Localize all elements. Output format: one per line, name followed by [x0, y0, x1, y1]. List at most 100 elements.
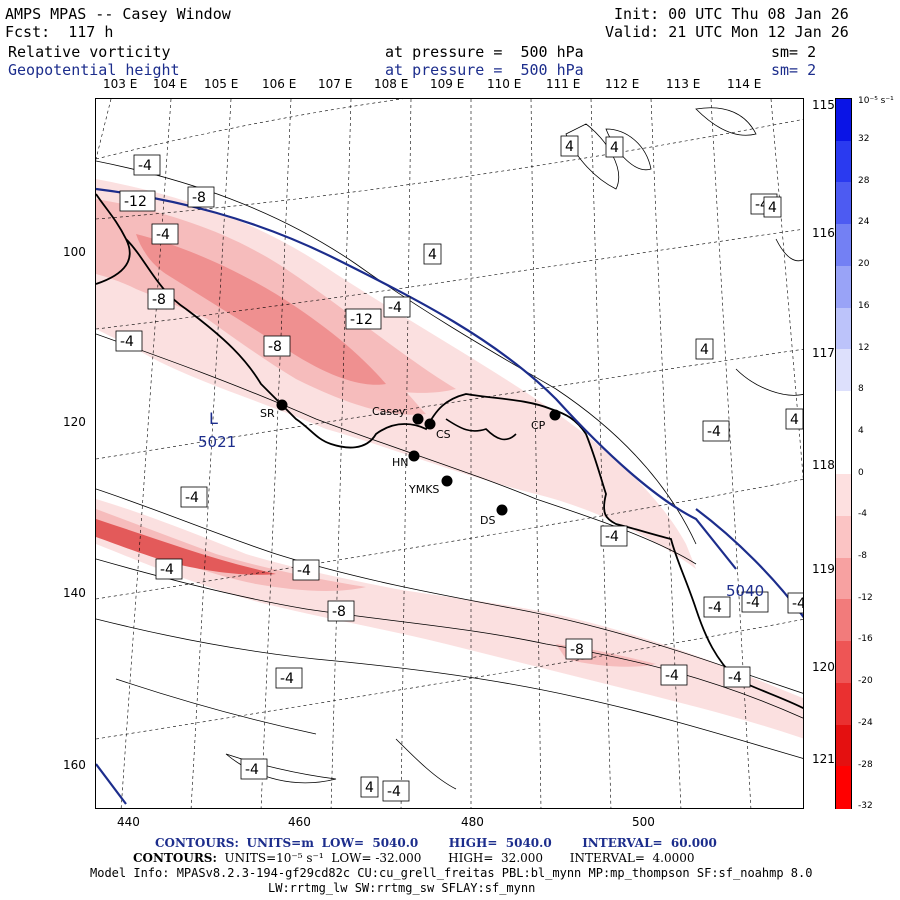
- station-ymks: YMKS: [408, 475, 453, 496]
- svg-text:-4: -4: [156, 227, 170, 243]
- colorbar-segment-1: [836, 140, 851, 184]
- contour-label-22: -4: [703, 596, 731, 618]
- lon-label-2: 105 E: [204, 77, 239, 91]
- colorbar-segment-2: [836, 182, 851, 226]
- colorbar-segment-9: [836, 474, 851, 518]
- shade-darker-lower: [96, 519, 276, 575]
- map-svg: -4 -8 -12 -4 -8 -12 -8 -4 -4 -4 -4 4 4 4 4 -4 4 4 -4 -4 -8 -4…: [96, 99, 804, 808]
- colorbar-label-8: 0: [858, 467, 864, 478]
- colorbar-label-12: -16: [858, 634, 873, 645]
- svg-text:Casey: Casey: [372, 405, 406, 418]
- svg-text:-4: -4: [605, 529, 619, 545]
- contour-label-14: 4: [695, 338, 714, 360]
- colorbar-label-16: -32: [858, 801, 873, 812]
- contour-label-16: 4: [763, 196, 782, 218]
- contour-label-13: 4: [560, 135, 579, 157]
- colorbar: [835, 98, 852, 809]
- colorbar-label-2: 24: [858, 217, 870, 228]
- forecast-hour: Fcst: 117 h: [5, 23, 114, 41]
- svg-text:-4: -4: [387, 784, 401, 800]
- contour-label-24: -4: [660, 664, 688, 686]
- low-value: 5021: [198, 433, 236, 451]
- svg-text:-4: -4: [708, 600, 722, 616]
- colorbar-segment-15: [836, 724, 851, 768]
- height-value-label: 5040: [726, 582, 764, 600]
- colorbar-segment-4: [836, 265, 851, 309]
- field1-level: at pressure = 500 hPa: [385, 43, 584, 61]
- colorbar-segment-16: [836, 766, 851, 809]
- init-time: Init: 00 UTC Thu 08 Jan 26: [614, 5, 849, 23]
- svg-text:4: 4: [565, 139, 574, 155]
- svg-text:-4: -4: [138, 158, 152, 174]
- contour-label-18: -4: [702, 420, 730, 442]
- colorbar-segment-11: [836, 557, 851, 601]
- lon-label-5: 108 E: [374, 77, 409, 91]
- svg-text:-4: -4: [120, 334, 134, 350]
- lon-label-11: 114 E: [727, 77, 762, 91]
- svg-text:YMKS: YMKS: [408, 483, 439, 496]
- vorticity-shading: [96, 179, 803, 739]
- contour-label-20: -8: [327, 600, 355, 622]
- contour-label-6: -8: [263, 335, 291, 357]
- colorbar-segment-14: [836, 682, 851, 726]
- stations: SR Casey CS HN YMKS DS CP: [260, 399, 561, 527]
- coastline: [96, 193, 803, 710]
- plot-title: AMPS MPAS -- Casey Window: [5, 5, 231, 23]
- svg-text:-4: -4: [707, 424, 721, 440]
- lon-label-4: 107 E: [318, 77, 353, 91]
- colorbar-label-11: -12: [858, 592, 873, 603]
- footer-line1: CONTOURS: UNITS=m LOW= 5040.0 HIGH= 5040…: [155, 836, 717, 850]
- contour-labels: -4 -8 -12 -4 -8 -12 -8 -4 -4 -4 -4 4 4 4 4 -4 4 4 -4 -4 -8 -4…: [115, 135, 804, 802]
- colorbar-segment-0: [836, 99, 851, 142]
- svg-text:-12: -12: [350, 312, 373, 328]
- contour-label-11: 4: [423, 243, 442, 265]
- colorbar-label-3: 20: [858, 259, 870, 270]
- station-cp: CP: [531, 409, 561, 432]
- colorbar-label-14: -24: [858, 717, 873, 728]
- y-label-140: 140: [63, 586, 86, 600]
- field1-name: Relative vorticity: [8, 43, 171, 61]
- contour-label-28: -4: [382, 780, 410, 802]
- contour-label-0: -4: [133, 154, 161, 176]
- svg-text:4: 4: [365, 780, 374, 796]
- svg-text:-4: -4: [728, 670, 742, 686]
- svg-text:4: 4: [790, 412, 799, 428]
- valid-time: Valid: 21 UTC Mon 12 Jan 26: [605, 23, 849, 41]
- station-casey: Casey: [372, 405, 424, 425]
- svg-text:-8: -8: [570, 642, 584, 658]
- svg-text:CS: CS: [436, 428, 451, 441]
- station-hn: HN: [392, 450, 420, 469]
- svg-text:-4: -4: [297, 563, 311, 579]
- contour-label-23: -8: [565, 638, 593, 660]
- field2-level: at pressure = 500 hPa: [385, 61, 584, 79]
- model-info: Model Info: MPASv8.2.3-194-gf29cd82c CU:…: [90, 866, 813, 880]
- colorbar-label-9: -4: [858, 509, 867, 520]
- contour-label-10: -4: [155, 558, 183, 580]
- svg-text:CP: CP: [531, 419, 546, 432]
- svg-text:-12: -12: [124, 194, 147, 210]
- contour-label-4: -8: [147, 288, 175, 310]
- station-cs: CS: [424, 418, 451, 441]
- svg-text:-4: -4: [792, 596, 804, 612]
- colorbar-segment-13: [836, 641, 851, 684]
- colorbar-segment-3: [836, 224, 851, 267]
- colorbar-label-10: -8: [858, 551, 867, 562]
- y-label-120: 120: [63, 415, 86, 429]
- colorbar-units: 10⁻⁵ s⁻¹: [858, 96, 894, 106]
- colorbar-segment-6: [836, 349, 851, 392]
- colorbar-segment-7: [836, 390, 851, 434]
- field1-smoothing: sm= 2: [771, 43, 817, 61]
- svg-text:-4: -4: [280, 671, 294, 687]
- contour-label-30: 4: [360, 776, 379, 798]
- station-ds: DS: [480, 504, 508, 527]
- contour-label-17: 4: [785, 408, 803, 430]
- colorbar-label-5: 12: [858, 342, 870, 353]
- contour-label-2: -12: [119, 190, 156, 212]
- graticule: [96, 99, 803, 808]
- svg-text:-8: -8: [268, 339, 282, 355]
- lon-label-8: 111 E: [546, 77, 581, 91]
- lon-label-0: 103 E: [103, 77, 138, 91]
- lon-label-7: 110 E: [487, 77, 522, 91]
- svg-text:DS: DS: [480, 514, 495, 527]
- coast-inlet: [445, 418, 517, 441]
